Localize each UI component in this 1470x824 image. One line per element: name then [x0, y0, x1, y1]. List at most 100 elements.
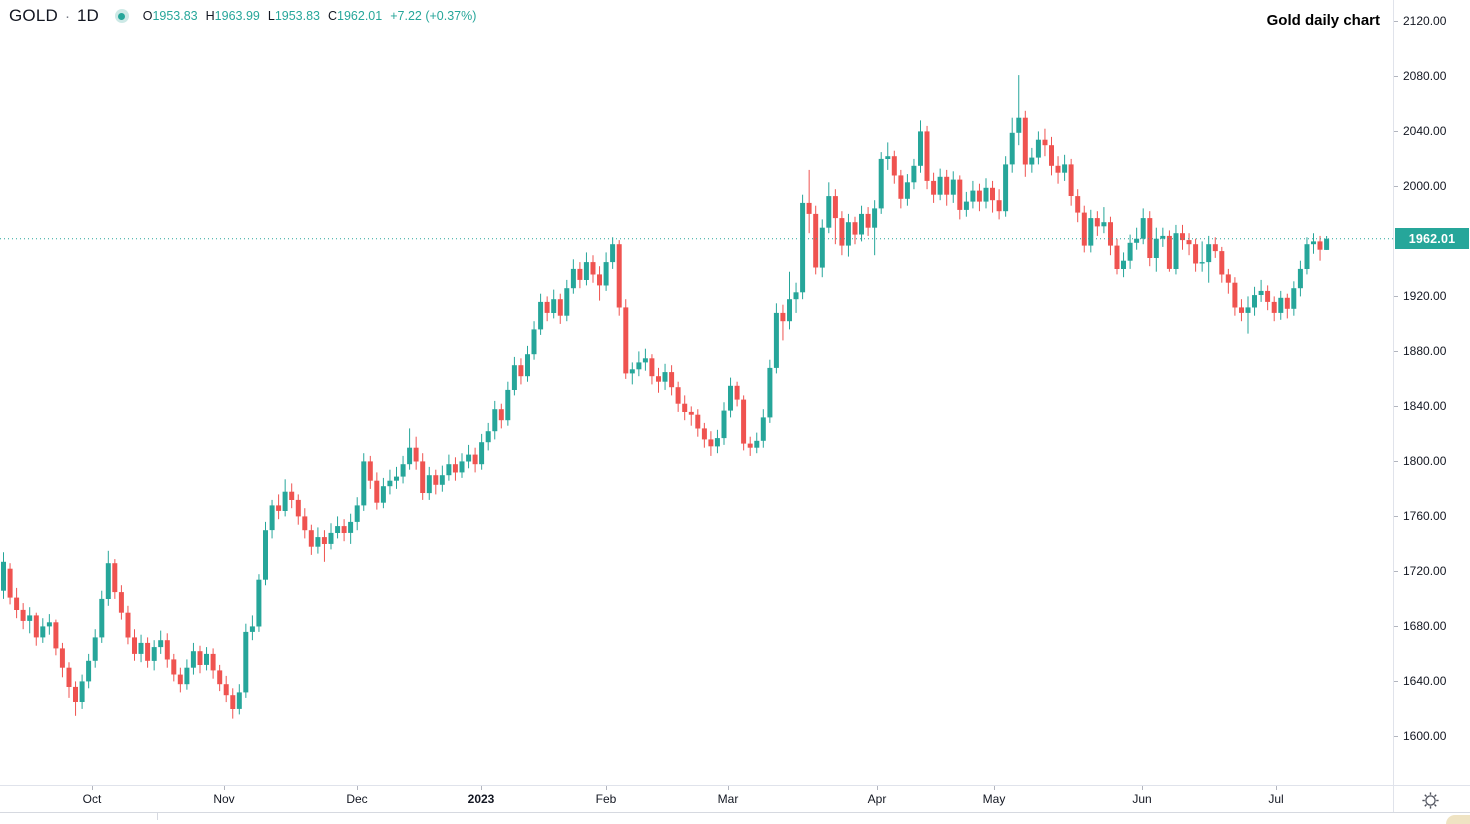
candle-body [1324, 238, 1330, 250]
symbol-name[interactable]: GOLD [9, 6, 58, 25]
time-axis-label: Apr [867, 792, 887, 806]
candle-body [407, 447, 413, 465]
candle-body [354, 505, 360, 522]
candle-body [1068, 164, 1074, 196]
ohlc-open: O1953.83 [142, 9, 198, 23]
candle-body [7, 568, 13, 598]
price-axis-label: 2000.00 [1403, 179, 1447, 194]
candle-body [629, 369, 635, 374]
candle-body [741, 399, 747, 444]
time-axis-label: Jul [1268, 792, 1284, 806]
candle-body [734, 385, 740, 400]
candle-body [1245, 307, 1251, 313]
price-axis-label: 1840.00 [1403, 399, 1447, 414]
candle-body [688, 411, 694, 415]
candle-body [380, 486, 386, 503]
price-axis-tick [1394, 516, 1398, 517]
ohlc-low-value: 1953.83 [274, 9, 320, 23]
time-axis-label: Nov [213, 792, 235, 806]
candle-body [276, 505, 282, 511]
candle-body [348, 521, 354, 533]
candle-body [105, 563, 111, 599]
candle-body [282, 491, 288, 511]
candle-body [466, 454, 472, 462]
candle-body [1081, 212, 1087, 246]
candle-body [1108, 222, 1113, 246]
time-axis-tick [1276, 786, 1277, 790]
candle-body [1297, 268, 1303, 289]
time-axis-label: Jun [1132, 792, 1152, 806]
candle-body [439, 475, 445, 485]
candle-body [773, 312, 779, 368]
candle-body [557, 299, 563, 316]
candle-body [603, 262, 609, 286]
ohlc-close-value: 1962.01 [337, 9, 383, 23]
price-chart-canvas[interactable] [0, 0, 1393, 785]
candle-body [1055, 165, 1061, 173]
price-axis-tick [1394, 681, 1398, 682]
candle-body [99, 598, 105, 638]
candle-body [976, 190, 982, 202]
candle-body [590, 262, 596, 275]
candle-body [904, 182, 910, 199]
candle-body [636, 362, 642, 370]
price-axis-label: 1600.00 [1403, 729, 1447, 744]
candle-body [20, 609, 26, 621]
candle-body [387, 480, 393, 487]
candle-body [125, 612, 131, 638]
candle-body [1265, 290, 1271, 302]
candle-body [1016, 117, 1022, 133]
ohlc-low: L1953.83 [267, 9, 320, 23]
candle-body [990, 187, 995, 201]
candle-body [878, 158, 884, 209]
candle-body [263, 530, 268, 580]
candle-body [570, 268, 576, 289]
candle-body [937, 176, 943, 195]
candle-body [164, 640, 170, 660]
candle-body [1140, 218, 1146, 239]
candle-body [1225, 274, 1231, 283]
chart-pane[interactable] [0, 0, 1393, 785]
price-axis-tick [1394, 571, 1398, 572]
candle-body [1022, 117, 1028, 165]
candle-body [728, 385, 733, 411]
price-axis-tick [1394, 186, 1398, 187]
candle-body [1258, 290, 1264, 295]
candle-body [367, 461, 373, 481]
candle-body [27, 615, 33, 621]
chart-title-annotation: Gold daily chart [1266, 12, 1380, 29]
price-axis-tick [1394, 131, 1398, 132]
candle-body [826, 196, 832, 228]
candle-body [911, 165, 917, 183]
candle-body [145, 642, 151, 661]
candle-body [754, 440, 760, 448]
candle-body [918, 131, 923, 166]
candle-body [852, 222, 858, 235]
candle-body [656, 376, 661, 382]
price-axis[interactable]: 1962.01 2120.00 2080.00 2040.00 2000.00 1920… [1393, 0, 1470, 785]
price-axis-tick [1394, 296, 1398, 297]
candle-body [177, 674, 183, 685]
data-status-dot-icon[interactable] [114, 9, 129, 23]
candle-body [426, 475, 432, 494]
candle-body [649, 358, 655, 377]
candle-body [1166, 235, 1172, 269]
axis-settings-button[interactable] [1421, 791, 1440, 810]
candle-body [1199, 262, 1205, 264]
candle-body [931, 180, 937, 195]
price-axis-label: 1760.00 [1403, 509, 1447, 524]
candle-body [747, 443, 753, 448]
candle-body [577, 268, 583, 280]
price-axis-tick [1394, 626, 1398, 627]
candle-body [59, 648, 65, 668]
candle-body [40, 626, 46, 638]
time-axis[interactable]: Oct Nov Dec 2023 Feb Mar Apr May Jun Jul [0, 785, 1470, 813]
candle-body [151, 647, 157, 661]
candle-body [1173, 233, 1179, 269]
timeframe-label[interactable]: 1D [76, 6, 99, 25]
price-axis-tick [1394, 461, 1398, 462]
candle-body [865, 213, 871, 228]
candle-body [1062, 164, 1068, 173]
candle-body [1147, 218, 1153, 258]
candle-body [197, 651, 203, 665]
